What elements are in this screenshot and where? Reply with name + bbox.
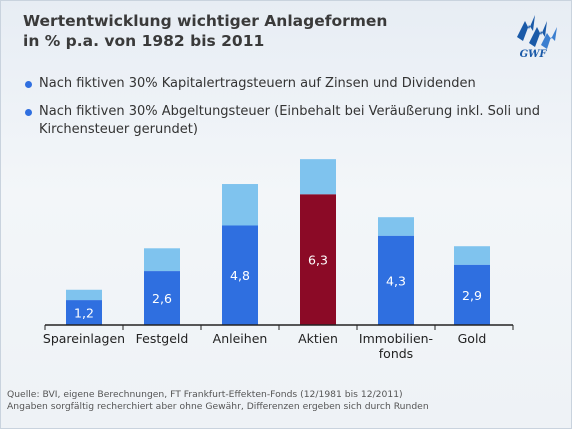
logo-lightning-icon <box>517 15 557 49</box>
bar-segment-lower <box>454 264 490 325</box>
chart-title: Wertentwicklung wichtiger Anlageformen i… <box>23 11 443 51</box>
bar-segment-upper <box>378 217 414 236</box>
bar-value-label: 6,3 <box>308 253 328 268</box>
bar-segment-lower <box>222 225 258 325</box>
x-tick-label: Immobilien-fonds <box>359 331 433 361</box>
x-tick-label: Spareinlagen <box>43 331 125 346</box>
bar-segment-lower <box>144 271 180 325</box>
bar-chart: 1,2 2,6 4,8 6,3 4,3 2,9 Spareinlagen Festgeld An… <box>43 159 514 361</box>
x-tick-label: Gold <box>458 331 487 346</box>
bar-segment-lower <box>66 300 102 325</box>
bar-value-label: 4,3 <box>386 273 406 288</box>
legend-label: Nach fiktiven 30% Kapitalertragsteuern a… <box>39 76 476 91</box>
bar-segment-lower <box>378 235 414 325</box>
logo-text: GWF <box>519 49 547 60</box>
bar-value-label: 2,9 <box>462 288 482 303</box>
bar-value-label: 1,2 <box>74 306 94 321</box>
bar-value-label: 4,8 <box>230 268 250 283</box>
x-tick-label: Aktien <box>298 331 338 346</box>
footer-source: Quelle: BVI, eigene Berechnungen, FT Fra… <box>7 389 403 400</box>
legend: Nach fiktiven 30% Kapitalertragsteuern a… <box>25 75 565 149</box>
x-tick-label: Festgeld <box>136 331 189 346</box>
legend-item-kapitalertragsteuer: Nach fiktiven 30% Kapitalertragsteuern a… <box>25 75 565 93</box>
legend-label: Nach fiktiven 30% Abgeltungsteuer (Einbe… <box>39 104 540 137</box>
bar-segment-upper <box>66 289 102 301</box>
legend-bullet-icon <box>25 81 32 88</box>
bar-segment-upper <box>222 184 258 226</box>
bar-segment-lower <box>300 194 336 325</box>
legend-item-abgeltungsteuer: Nach fiktiven 30% Abgeltungsteuer (Einbe… <box>25 103 565 139</box>
title-line-2: in % p.a. von 1982 bis 2011 <box>23 32 265 50</box>
title-line-1: Wertentwicklung wichtiger Anlageformen <box>23 12 388 30</box>
bar-segment-upper <box>300 159 336 195</box>
x-tick-label: Anleihen <box>213 331 268 346</box>
bar-segment-upper <box>144 248 180 272</box>
footer-disclaimer: Angaben sorgfältig recherchiert aber ohn… <box>7 401 429 412</box>
footer: Quelle: BVI, eigene Berechnungen, FT Fra… <box>7 389 567 413</box>
legend-bullet-icon <box>25 109 32 116</box>
bar-value-label: 2,6 <box>152 291 172 306</box>
bar-segment-upper <box>454 246 490 265</box>
